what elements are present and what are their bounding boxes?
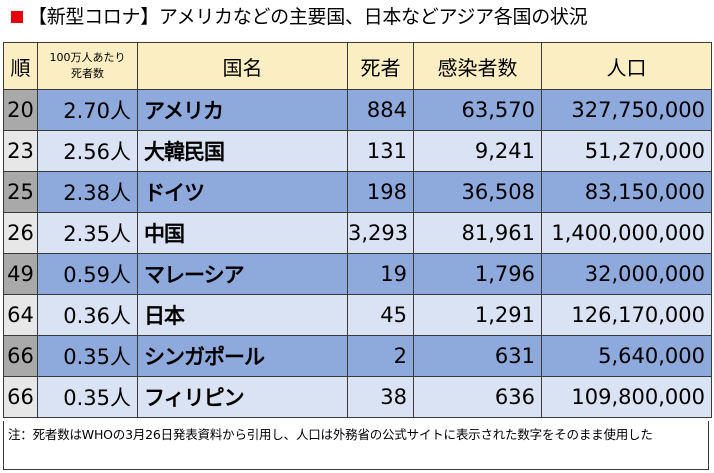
deaths-cell: 3,293 [347,212,414,254]
deaths-cell: 45 [347,294,414,336]
infections-cell: 81,961 [413,212,542,254]
infections-cell: 1,796 [413,253,542,295]
table-row: 49 0.59人 マレーシア 19 1,796 32,000,000 [3,253,712,295]
population-cell: 1,400,000,000 [541,212,712,254]
deaths-cell: 38 [347,376,414,418]
title-bar: 【新型コロナ】アメリカなどの主要国、日本などアジア各国の状況 [0,0,714,36]
infections-cell: 1,291 [413,294,542,336]
table-row: 23 2.56人 大韓民国 131 9,241 51,270,000 [3,130,712,172]
infections-cell: 636 [413,376,542,418]
footnote: 注：死者数はWHOの3月26日発表資料から引用し、人口は外務省の公式サイトに表示… [3,421,709,470]
country-cell: シンガポール [137,335,348,377]
infections-cell: 631 [413,335,542,377]
per-million-cell: 2.38人 [37,171,138,213]
table-row: 64 0.36人 日本 45 1,291 126,170,000 [3,294,712,336]
header-country: 国名 [137,42,348,90]
rank-cell: 66 [3,335,38,377]
population-cell: 51,270,000 [541,130,712,172]
per-million-cell: 0.35人 [37,376,138,418]
country-cell: マレーシア [137,253,348,295]
table-row: 66 0.35人 フィリピン 38 636 109,800,000 [3,376,712,418]
population-cell: 109,800,000 [541,376,712,418]
country-cell: ドイツ [137,171,348,213]
country-cell: 大韓民国 [137,130,348,172]
per-million-cell: 0.35人 [37,335,138,377]
title-marker-icon [11,11,23,23]
infections-cell: 63,570 [413,89,542,131]
rank-cell: 25 [3,171,38,213]
covid-table: 順 100万人あたり 死者数 国名 死者 感染者数 人口 20 2.70人 アメ… [3,42,712,418]
deaths-cell: 198 [347,171,414,213]
per-million-cell: 0.59人 [37,253,138,295]
per-million-cell: 0.36人 [37,294,138,336]
rank-cell: 64 [3,294,38,336]
country-cell: 日本 [137,294,348,336]
header-population: 人口 [541,42,712,90]
population-cell: 32,000,000 [541,253,712,295]
rank-cell: 23 [3,130,38,172]
header-per-million: 100万人あたり 死者数 [37,42,138,90]
population-cell: 83,150,000 [541,171,712,213]
deaths-cell: 2 [347,335,414,377]
header-per-million-line2: 死者数 [71,67,104,80]
infections-cell: 36,508 [413,171,542,213]
rank-cell: 49 [3,253,38,295]
rank-cell: 26 [3,212,38,254]
header-deaths: 死者 [347,42,414,90]
page-title: 【新型コロナ】アメリカなどの主要国、日本などアジア各国の状況 [28,6,588,28]
per-million-cell: 2.56人 [37,130,138,172]
rank-cell: 66 [3,376,38,418]
per-million-cell: 2.35人 [37,212,138,254]
deaths-cell: 19 [347,253,414,295]
table-row: 66 0.35人 シンガポール 2 631 5,640,000 [3,335,712,377]
deaths-cell: 131 [347,130,414,172]
table-header-row: 順 100万人あたり 死者数 国名 死者 感染者数 人口 [3,42,712,90]
country-cell: フィリピン [137,376,348,418]
infections-cell: 9,241 [413,130,542,172]
deaths-cell: 884 [347,89,414,131]
country-cell: 中国 [137,212,348,254]
per-million-cell: 2.70人 [37,89,138,131]
table-row: 26 2.35人 中国 3,293 81,961 1,400,000,000 [3,212,712,254]
table-row: 20 2.70人 アメリカ 884 63,570 327,750,000 [3,89,712,131]
population-cell: 327,750,000 [541,89,712,131]
header-rank: 順 [3,42,38,90]
header-infections: 感染者数 [413,42,542,90]
country-cell: アメリカ [137,89,348,131]
population-cell: 5,640,000 [541,335,712,377]
rank-cell: 20 [3,89,38,131]
population-cell: 126,170,000 [541,294,712,336]
header-per-million-line1: 100万人あたり [49,51,126,64]
table-row: 25 2.38人 ドイツ 198 36,508 83,150,000 [3,171,712,213]
